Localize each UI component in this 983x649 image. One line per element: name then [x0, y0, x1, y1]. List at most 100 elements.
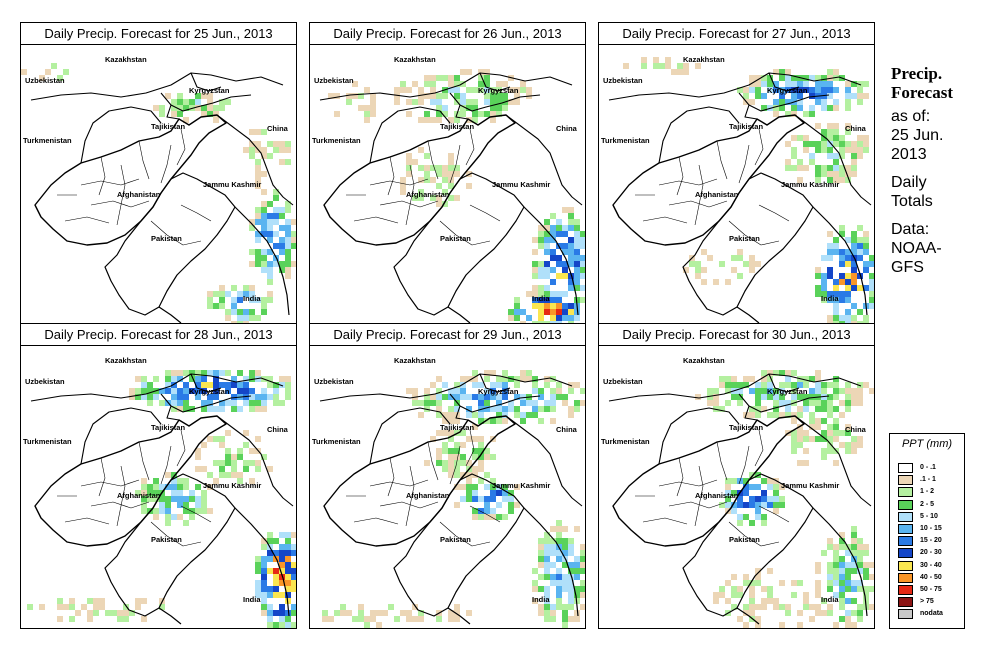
- map-label-jammu-kashmir: Jammu Kashmir: [203, 481, 261, 490]
- forecast-panel-28-jun: Daily Precip. Forecast for 28 Jun., 2013…: [20, 323, 297, 629]
- panel-title: Daily Precip. Forecast for 26 Jun., 2013: [310, 23, 585, 45]
- country-boundaries: [30, 373, 294, 507]
- map-label-kazakhstan: Kazakhstan: [394, 55, 436, 64]
- daily-line1: Daily: [891, 174, 927, 191]
- map-label-turkmenistan: Turkmenistan: [601, 437, 650, 446]
- map-label-afghanistan: Afghanistan: [406, 190, 450, 199]
- pakistan-border: [104, 473, 236, 617]
- legend-item: 20 - 30: [898, 547, 964, 559]
- legend-swatch: [898, 463, 913, 473]
- legend-label: nodata: [920, 610, 943, 618]
- map-label-afghanistan: Afghanistan: [695, 190, 739, 199]
- legend-item: 30 - 40: [898, 560, 964, 572]
- panel-title: Daily Precip. Forecast for 28 Jun., 2013: [21, 324, 296, 346]
- sidebar-info: Precip. Forecast as of: 25 Jun. 2013 Dai…: [891, 64, 953, 277]
- map-label-uzbekistan: Uzbekistan: [314, 76, 354, 85]
- map-label-afghanistan: Afghanistan: [695, 491, 739, 500]
- map-label-turkmenistan: Turkmenistan: [23, 437, 72, 446]
- forecast-panel-25-jun: Daily Precip. Forecast for 25 Jun., 2013…: [20, 22, 297, 328]
- map-label-jammu-kashmir: Jammu Kashmir: [781, 481, 839, 490]
- data-line2: NOAA-: [891, 240, 942, 257]
- map-label-kazakhstan: Kazakhstan: [105, 356, 147, 365]
- forecast-map: Kazakhstan Uzbekistan Kyrgyzstan Tajikistan…: [601, 356, 874, 628]
- map-label-uzbekistan: Uzbekistan: [603, 377, 643, 386]
- legend-label: 10 - 15: [920, 525, 942, 532]
- legend-label: 20 - 30: [920, 549, 942, 557]
- map-label-kazakhstan: Kazakhstan: [105, 55, 147, 64]
- afghanistan-border: [323, 415, 516, 547]
- map-label-china: China: [845, 124, 867, 133]
- map-label-china: China: [845, 425, 867, 434]
- map-label-china: China: [556, 425, 578, 434]
- india-border: [447, 507, 579, 625]
- province-boundaries: [346, 429, 501, 547]
- legend-item: 0 - .1: [898, 462, 964, 474]
- daily-line2: Totals: [891, 193, 933, 210]
- map-label-tajikistan: Tajikistan: [151, 122, 185, 131]
- map-label-kyrgyzstan: Kyrgyzstan: [767, 86, 808, 95]
- province-boundaries: [635, 128, 790, 246]
- india-border: [158, 206, 290, 324]
- forecast-map: Kazakhstan Uzbekistan Kyrgyzstan Tajikistan…: [601, 55, 874, 327]
- afghanistan-border: [323, 114, 516, 246]
- map-label-uzbekistan: Uzbekistan: [314, 377, 354, 386]
- afghanistan-border: [34, 415, 227, 547]
- legend-item: .1 - 1: [898, 474, 964, 486]
- legend-swatch: [898, 536, 913, 547]
- legend-swatch: [898, 524, 913, 534]
- asof-line3: 2013: [891, 146, 927, 163]
- legend-item: 15 - 20: [898, 535, 964, 547]
- map-label-pakistan: Pakistan: [151, 234, 182, 243]
- map-label-kyrgyzstan: Kyrgyzstan: [478, 86, 519, 95]
- legend-label: 30 - 40: [920, 561, 942, 569]
- legend-item: > 75: [898, 596, 964, 608]
- forecast-panel-27-jun: Daily Precip. Forecast for 27 Jun., 2013…: [598, 22, 875, 328]
- legend-swatch: [898, 499, 913, 510]
- country-boundaries: [319, 72, 583, 206]
- legend-label: > 75: [920, 598, 934, 606]
- map-label-kyrgyzstan: Kyrgyzstan: [189, 387, 230, 396]
- legend-swatch: [898, 597, 913, 608]
- panel-title: Daily Precip. Forecast for 30 Jun., 2013: [599, 324, 874, 346]
- map-label-turkmenistan: Turkmenistan: [23, 136, 72, 145]
- map-label-kazakhstan: Kazakhstan: [683, 356, 725, 365]
- province-boundaries: [346, 128, 501, 246]
- map-label-tajikistan: Tajikistan: [151, 423, 185, 432]
- india-border: [736, 507, 868, 625]
- map-label-china: China: [267, 124, 289, 133]
- map-label-tajikistan: Tajikistan: [440, 423, 474, 432]
- forecast-map: Kazakhstan Uzbekistan Kyrgyzstan Tajikistan…: [23, 356, 296, 628]
- afghanistan-border: [612, 415, 805, 547]
- map-label-pakistan: Pakistan: [151, 535, 182, 544]
- forecast-panel-29-jun: Daily Precip. Forecast for 29 Jun., 2013…: [309, 323, 586, 629]
- pakistan-border: [393, 473, 525, 617]
- province-boundaries: [57, 429, 212, 547]
- map-label-afghanistan: Afghanistan: [406, 491, 450, 500]
- legend-label: 40 - 50: [920, 573, 942, 581]
- country-boundaries: [608, 373, 872, 507]
- legend-item: 2 - 5: [898, 499, 964, 511]
- legend-swatch: [898, 572, 913, 583]
- forecast-map: Kazakhstan Uzbekistan Kyrgyzstan Tajikistan…: [312, 55, 585, 327]
- map-label-uzbekistan: Uzbekistan: [25, 377, 65, 386]
- map-label-kyrgyzstan: Kyrgyzstan: [189, 86, 230, 95]
- panel-title: Daily Precip. Forecast for 27 Jun., 2013: [599, 23, 874, 45]
- legend-item: 5 - 10: [898, 511, 964, 523]
- data-line3: GFS: [891, 259, 924, 276]
- legend-swatch: [898, 560, 913, 571]
- map-label-kyrgyzstan: Kyrgyzstan: [478, 387, 519, 396]
- map-label-pakistan: Pakistan: [729, 234, 760, 243]
- legend-item: 1 - 2: [898, 486, 964, 498]
- forecast-map: Kazakhstan Uzbekistan Kyrgyzstan Tajikistan…: [21, 55, 296, 327]
- map-label-afghanistan: Afghanistan: [117, 190, 161, 199]
- map-label-tajikistan: Tajikistan: [729, 122, 763, 131]
- map-label-jammu-kashmir: Jammu Kashmir: [492, 180, 550, 189]
- legend-item: 50 - 75: [898, 584, 964, 596]
- forecast-panel-26-jun: Daily Precip. Forecast for 26 Jun., 2013…: [309, 22, 586, 328]
- panel-title: Daily Precip. Forecast for 25 Jun., 2013: [21, 23, 296, 45]
- map-label-india: India: [821, 595, 839, 604]
- pakistan-border: [393, 172, 525, 316]
- pakistan-border: [682, 473, 814, 617]
- map-label-uzbekistan: Uzbekistan: [25, 76, 65, 85]
- map-label-turkmenistan: Turkmenistan: [312, 437, 361, 446]
